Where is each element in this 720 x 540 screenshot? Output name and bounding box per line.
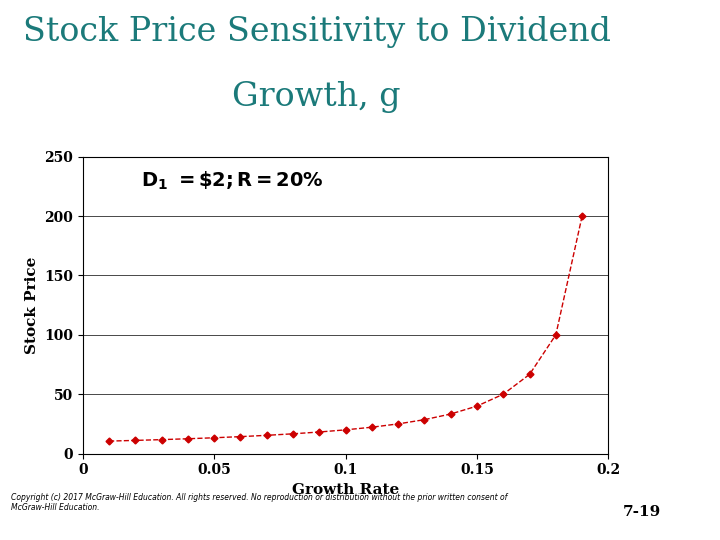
Text: $\mathbf{D_1}$ $\mathbf{= \$2; R = 20\%}$: $\mathbf{D_1}$ $\mathbf{= \$2; R = 20\%}… — [140, 170, 323, 192]
Text: Stock Price Sensitivity to Dividend: Stock Price Sensitivity to Dividend — [23, 16, 611, 48]
Text: Copyright (c) 2017 McGraw-Hill Education. All rights reserved. No reproduction o: Copyright (c) 2017 McGraw-Hill Education… — [11, 493, 507, 512]
Text: 7-19: 7-19 — [623, 505, 661, 519]
Text: Growth, g: Growth, g — [233, 81, 401, 113]
X-axis label: Growth Rate: Growth Rate — [292, 483, 399, 497]
Y-axis label: Stock Price: Stock Price — [24, 256, 39, 354]
